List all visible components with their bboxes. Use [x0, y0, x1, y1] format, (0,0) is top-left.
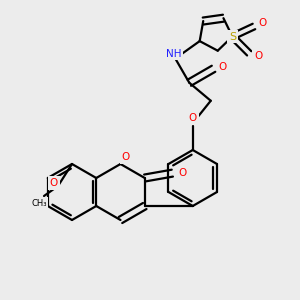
Text: O: O — [122, 152, 130, 162]
Text: O: O — [254, 51, 262, 61]
Text: NH: NH — [166, 49, 181, 58]
Text: O: O — [50, 178, 58, 188]
Text: O: O — [178, 168, 186, 178]
Text: O: O — [218, 62, 227, 72]
Text: CH₃: CH₃ — [31, 199, 47, 208]
Text: O: O — [189, 113, 197, 123]
Text: O: O — [259, 19, 267, 28]
Text: S: S — [229, 32, 236, 41]
